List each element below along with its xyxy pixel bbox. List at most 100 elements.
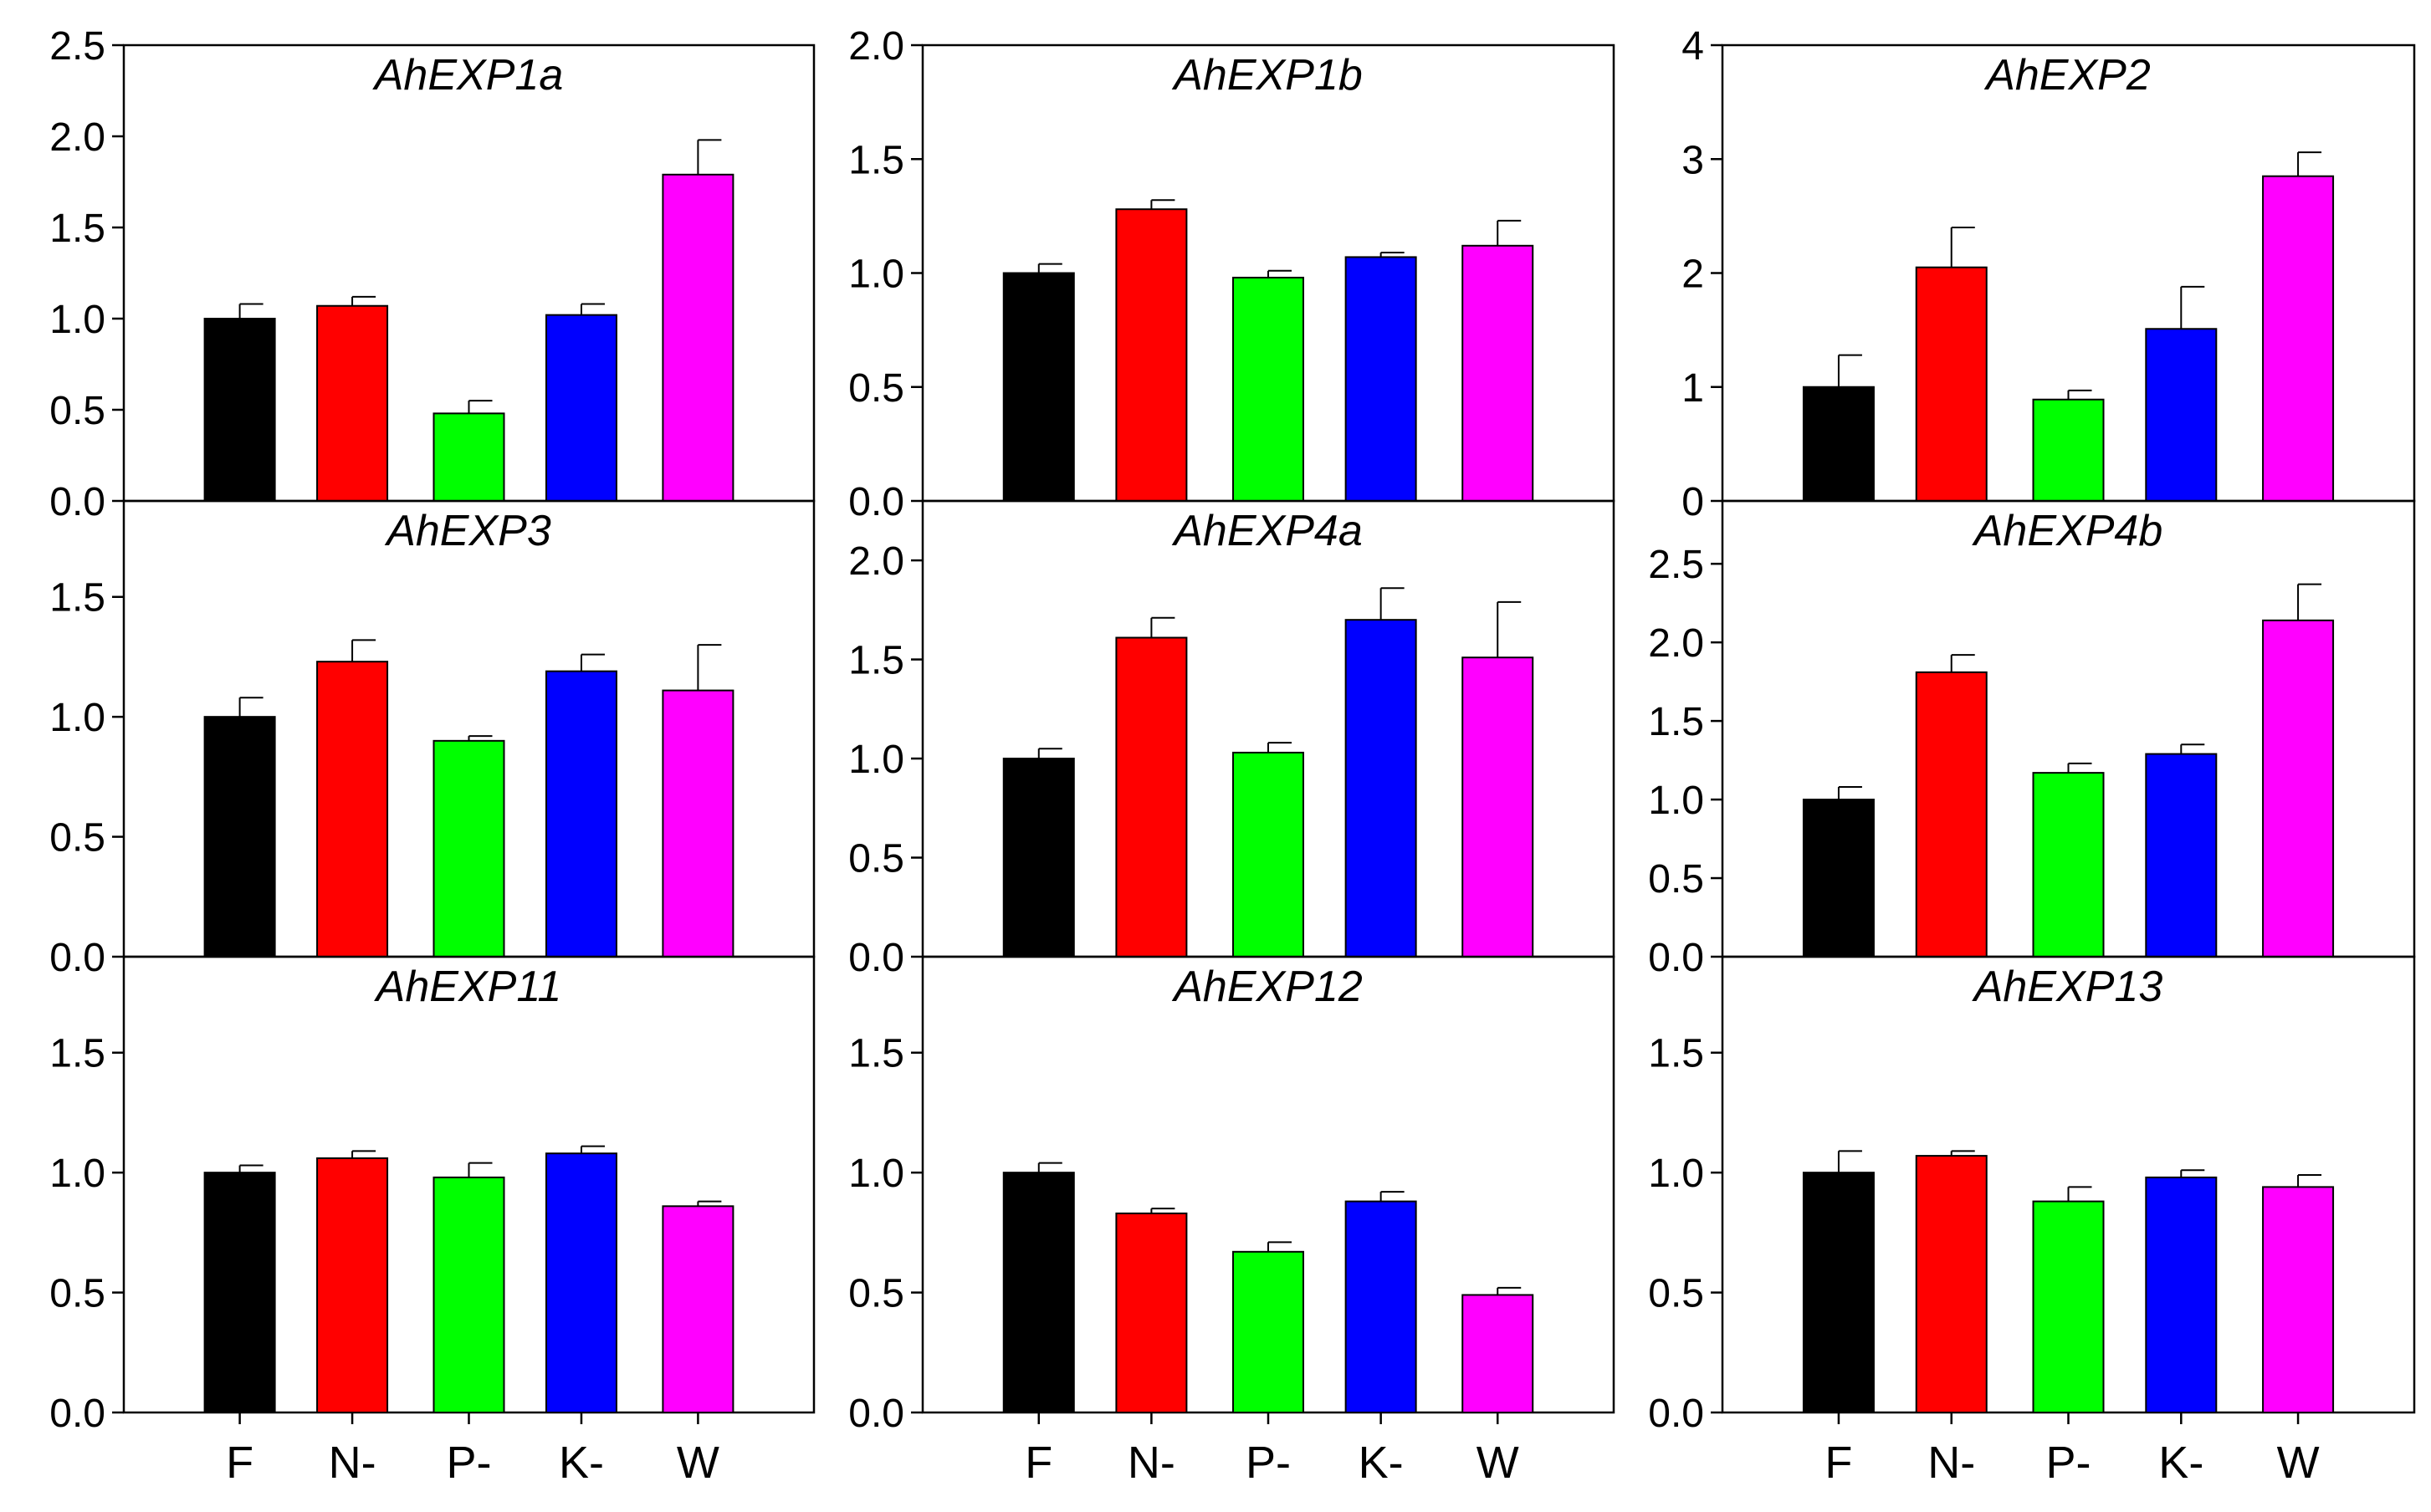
bar-nminus [1115, 636, 1188, 958]
panel-title: AhEXP4b [1972, 507, 2163, 555]
x-tick-label: W [2277, 1438, 2320, 1488]
y-tick-label: 0.5 [1648, 857, 1704, 902]
bar-f [1802, 386, 1875, 502]
y-tick-label: 1.0 [49, 1152, 105, 1196]
bar-kminus [1344, 256, 1417, 502]
y-tick-label: 1.5 [49, 1032, 105, 1076]
bar-pminus [2032, 398, 2105, 502]
panel-ahexp2: AhEXP2 0 1 2 3 4 [1681, 24, 2416, 524]
bar-nminus [316, 1157, 389, 1414]
bar-f [203, 318, 276, 502]
bar-pminus [432, 739, 505, 958]
x-tick-label: P- [447, 1438, 492, 1488]
x-tick-label: F [1825, 1438, 1852, 1488]
bar-w [2262, 1186, 2335, 1413]
y-tick-label: 1.5 [49, 576, 105, 621]
y-tick-label: 0.5 [1648, 1272, 1704, 1316]
panel-ahexp4b: AhEXP4b 0.0 0.5 1.0 1.5 2.0 2.5 [1648, 499, 2416, 980]
x-tick-label: F [226, 1438, 253, 1488]
bar-pminus [432, 1176, 505, 1414]
bar-pminus [2032, 1200, 2105, 1414]
x-tick-label: K- [559, 1438, 604, 1488]
y-tick-label: 2 [1681, 253, 1704, 297]
panel-ahexp13: AhEXP13 0.0 0.5 1.0 1.5 F N- P- K- W [1648, 955, 2416, 1488]
bar-kminus [545, 314, 617, 503]
panels-group: AhEXP1a 0.0 0.5 1.0 1.5 2.0 2.5 AhEXP1b 0.0 0.5 1.… [49, 24, 2416, 1488]
panel-title: AhEXP3 [384, 507, 551, 555]
y-tick-label: 1.0 [848, 1152, 904, 1196]
y-tick-label: 0.5 [848, 1272, 904, 1316]
bar-kminus [1344, 619, 1417, 958]
y-tick-label: 1.5 [848, 138, 904, 182]
y-tick-label: 0.0 [49, 1392, 105, 1436]
bar-w [2262, 619, 2335, 958]
y-tick-label: 1.5 [848, 639, 904, 683]
bar-nminus [316, 661, 389, 958]
bar-f [1002, 272, 1075, 502]
panel-ahexp12: AhEXP12 0.0 0.5 1.0 1.5 F N- P- K- W [848, 955, 1615, 1488]
x-tick-label: W [1477, 1438, 1519, 1488]
bar-w [662, 1205, 734, 1413]
bar-kminus [2145, 328, 2218, 503]
bar-nminus [1915, 1155, 1988, 1414]
panel-title: AhEXP2 [1983, 51, 2151, 100]
y-tick-label: 3 [1681, 138, 1704, 182]
y-tick-label: 4 [1681, 24, 1704, 69]
y-tick-label: 0.0 [848, 936, 904, 980]
x-tick-label: K- [2158, 1438, 2203, 1488]
y-tick-label: 0.0 [49, 936, 105, 980]
panel-title: AhEXP13 [1972, 963, 2163, 1011]
y-tick-label: 0.0 [1648, 936, 1704, 980]
bar-pminus [1232, 751, 1304, 958]
bar-pminus [2032, 772, 2105, 958]
y-tick-label: 0.5 [49, 816, 105, 861]
y-tick-label: 0.0 [49, 480, 105, 524]
y-tick-label: 1.0 [49, 696, 105, 740]
panel-title: AhEXP12 [1171, 963, 1363, 1011]
y-tick-label: 2.0 [848, 539, 904, 584]
bar-w [662, 689, 734, 958]
y-tick-label: 0 [1681, 480, 1704, 524]
y-tick-label: 1.5 [1648, 700, 1704, 744]
bar-pminus [1232, 276, 1304, 502]
bar-f [1002, 1172, 1075, 1413]
panel-title: AhEXP11 [374, 963, 562, 1011]
bar-kminus [1344, 1200, 1417, 1414]
x-tick-label: N- [1128, 1438, 1175, 1488]
y-tick-label: 2.0 [1648, 621, 1704, 666]
panel-ahexp1b: AhEXP1b 0.0 0.5 1.0 1.5 2.0 [848, 24, 1615, 524]
x-tick-label: W [677, 1438, 719, 1488]
x-tick-label: N- [329, 1438, 376, 1488]
bar-nminus [1115, 1212, 1188, 1413]
bar-nminus [316, 304, 389, 502]
bar-f [1802, 799, 1875, 958]
y-tick-label: 0.5 [848, 837, 904, 881]
y-tick-label: 2.0 [49, 115, 105, 160]
panel-title: AhEXP4a [1171, 507, 1363, 555]
bar-nminus [1915, 671, 1988, 958]
bar-pminus [432, 412, 505, 502]
y-tick-label: 2.5 [49, 24, 105, 69]
y-tick-label: 0.0 [848, 1392, 904, 1436]
x-tick-label: P- [2046, 1438, 2091, 1488]
panel-ahexp11: AhEXP11 0.0 0.5 1.0 1.5 F N- P- K- W [49, 955, 816, 1488]
bar-w [1461, 1294, 1534, 1414]
panel-title: AhEXP1a [372, 51, 564, 100]
y-tick-label: 0.5 [848, 366, 904, 411]
y-tick-label: 0.0 [848, 480, 904, 524]
bar-kminus [2145, 1176, 2218, 1414]
bar-nminus [1115, 208, 1188, 502]
y-tick-label: 2.0 [848, 24, 904, 69]
x-tick-label: P- [1246, 1438, 1291, 1488]
panel-ahexp3: AhEXP3 0.0 0.5 1.0 1.5 [49, 499, 816, 980]
bar-f [203, 1172, 276, 1413]
bar-w [1461, 244, 1534, 502]
y-tick-label: 1.5 [1648, 1032, 1704, 1076]
bar-kminus [545, 670, 617, 958]
bar-pminus [1232, 1250, 1304, 1413]
panel-title: AhEXP1b [1171, 51, 1363, 100]
y-tick-label: 1.0 [1648, 1152, 1704, 1196]
bar-kminus [545, 1152, 617, 1414]
y-tick-label: 1.0 [49, 298, 105, 342]
